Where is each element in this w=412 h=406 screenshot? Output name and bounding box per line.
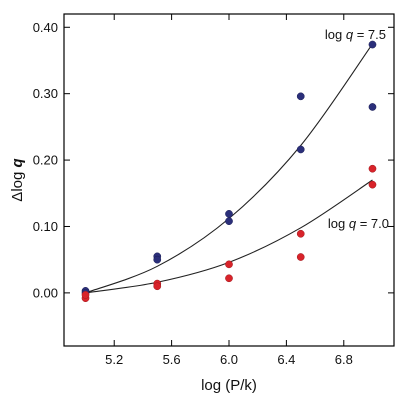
y-tick-label: 0.40 [33, 20, 58, 35]
fit-curves [85, 43, 373, 294]
fit-curve-log-q-7-5 [85, 43, 373, 294]
point-log-q-7-0 [225, 260, 233, 269]
plot-frame [63, 13, 395, 347]
point-log-q-7-0 [225, 274, 233, 283]
y-tick-label: 0.30 [33, 86, 58, 101]
point-log-q-7-0 [368, 180, 377, 189]
point-log-q-7-5 [296, 145, 305, 154]
y-axis-label-var: q [9, 158, 26, 167]
point-log-q-7-5 [153, 255, 162, 264]
y-axis-label: Δlog q [9, 158, 26, 201]
curve-label-log-q-7-0: log q = 7.0 [328, 216, 389, 231]
data-points [81, 40, 377, 303]
point-log-q-7-5 [296, 92, 305, 101]
x-axis-label: log (P/k) [201, 377, 257, 394]
point-log-q-7-5 [225, 210, 233, 218]
y-tick-label: 0.00 [33, 285, 58, 300]
point-log-q-7-0 [296, 229, 305, 238]
point-log-q-7-0 [153, 282, 162, 291]
x-tick-label: 6.4 [277, 352, 295, 367]
axis-ticks: 5.2 5.6 6.0 6.4 6.8 0.00 0.10 0.20 0.30 0.40 [33, 14, 394, 367]
x-tick-label: 6.8 [335, 352, 353, 367]
x-tick-label: 5.2 [105, 352, 123, 367]
x-tick-label: 5.6 [163, 352, 181, 367]
chart-labels: log q = 7.5 log q = 7.0 [325, 27, 389, 231]
point-log-q-7-0 [81, 291, 90, 299]
x-tick-label: 6.0 [220, 352, 238, 367]
y-axis-label-main: Δlog [9, 167, 26, 201]
point-log-q-7-5 [368, 40, 377, 49]
point-log-q-7-0 [368, 164, 377, 173]
y-tick-label: 0.20 [33, 153, 58, 168]
point-log-q-7-5 [225, 217, 233, 226]
curve-label-log-q-7-5: log q = 7.5 [325, 27, 386, 42]
y-tick-label: 0.10 [33, 219, 58, 234]
point-log-q-7-0 [296, 253, 305, 261]
point-log-q-7-5 [368, 103, 377, 111]
